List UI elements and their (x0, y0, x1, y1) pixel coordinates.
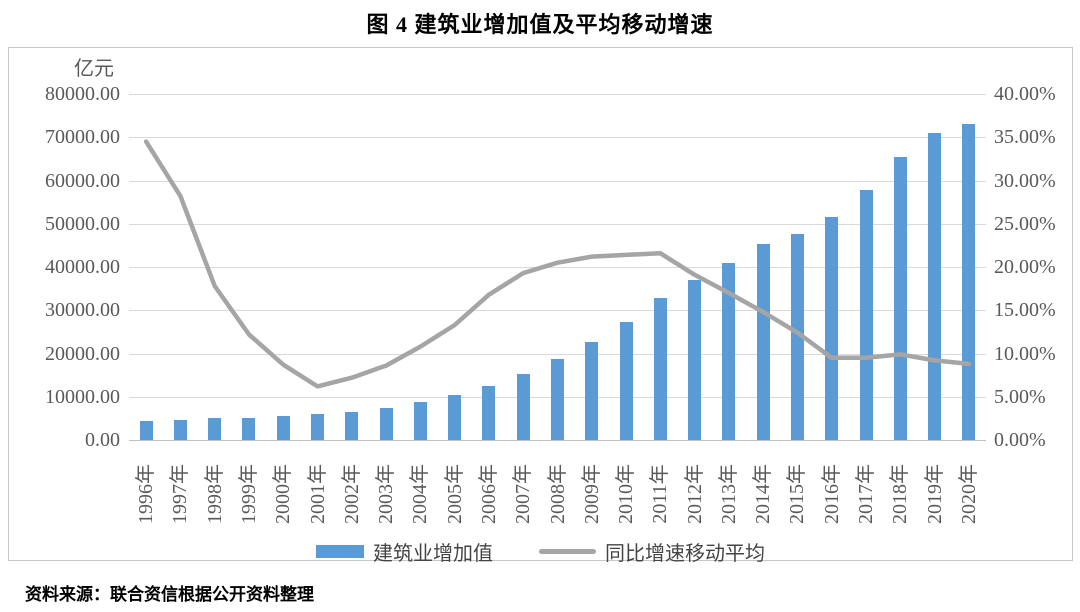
gridline (129, 137, 986, 139)
bar-2002年 (345, 411, 359, 440)
bar-2001年 (311, 414, 325, 440)
x-axis-tick-label: 2002年 (340, 464, 363, 524)
bar-1998年 (208, 418, 222, 440)
x-axis-tick-label: 2019年 (923, 464, 946, 524)
x-axis-tick-label: 2011年 (649, 464, 672, 524)
bar-2008年 (551, 359, 564, 440)
bar-2009年 (585, 341, 599, 440)
gridline (129, 94, 986, 95)
right-axis-tick-label: 20.00% (994, 256, 1056, 278)
x-axis-tick-label: 2003年 (375, 464, 398, 524)
right-axis-tick-label: 5.00% (994, 385, 1046, 408)
x-axis-tick-label: 2007年 (512, 464, 535, 524)
x-axis-tick-label: 1999年 (237, 464, 260, 524)
bar-2017年 (859, 190, 873, 440)
bar-2015年 (790, 234, 804, 440)
chart-area: 亿元 80000.00 70000.00 60000.00 50000.00 40000… (8, 47, 1073, 565)
line-series (143, 139, 972, 389)
x-axis-tick-label: 2016年 (820, 464, 843, 524)
x-axis-tick-label: 2009年 (580, 464, 603, 524)
bar-2012年 (688, 280, 702, 440)
legend-item-line: 同比增速移动平均 (539, 537, 765, 566)
x-axis-tick-label: 2020年 (957, 464, 980, 524)
bar-2016年 (825, 217, 839, 440)
bar-2000年 (276, 416, 290, 440)
x-axis-tick-label: 2004年 (409, 464, 432, 524)
bar-2020年 (962, 124, 976, 440)
left-axis-tick-label: 60000.00 (45, 169, 120, 192)
x-axis-tick-label: 1998年 (203, 464, 226, 524)
bar-2018年 (893, 156, 907, 440)
gridline (129, 267, 986, 268)
bar-1997年 (173, 420, 187, 440)
source-note: 资料来源：联合资信根据公开资料整理 (25, 585, 314, 604)
x-axis-tick-label: 2012年 (683, 464, 706, 524)
bar-2011年 (653, 297, 667, 440)
right-axis-tick-label: 40.00% (994, 83, 1056, 105)
left-axis-tick-label: 40000.00 (45, 256, 120, 278)
bar-2014年 (756, 243, 770, 440)
x-axis-tick-label: 2008年 (546, 464, 569, 524)
legend-bar-label: 建筑业增加值 (373, 543, 493, 565)
bar-2013年 (722, 263, 736, 440)
x-axis-tick-label: 2005年 (443, 464, 466, 524)
left-axis-tick-label: 30000.00 (45, 299, 120, 322)
legend: 建筑业增加值 同比增速移动平均 (9, 537, 1072, 566)
left-axis-tick-label: 0.00 (85, 429, 120, 451)
bar-2006年 (482, 386, 496, 440)
gridline (129, 310, 986, 312)
bar-1996年 (139, 420, 153, 440)
x-axis-tick-label: 1996年 (135, 464, 158, 524)
bar-1999年 (242, 417, 256, 440)
bar-2007年 (516, 373, 530, 440)
x-axis-tick-label: 1997年 (169, 464, 192, 524)
gridline (129, 223, 986, 225)
x-axis-tick-label: 2001年 (306, 464, 329, 524)
line-series-swatch-icon (539, 549, 596, 554)
x-axis-line (129, 440, 986, 441)
gridline (129, 180, 986, 182)
right-axis-tick-label: 15.00% (994, 299, 1056, 322)
bar-2019年 (928, 133, 942, 440)
x-axis-tick-label: 2006年 (477, 464, 500, 524)
bar-2003年 (379, 407, 393, 440)
right-axis-tick-label: 25.00% (994, 212, 1056, 235)
left-axis-tick-label: 20000.00 (45, 342, 120, 365)
legend-line-label: 同比增速移动平均 (605, 543, 765, 565)
gridline (129, 353, 986, 355)
bar-2005年 (448, 395, 462, 440)
bar-2010年 (619, 321, 633, 440)
x-axis-tick-label: 2017年 (855, 464, 878, 524)
right-axis-tick-label: 30.00% (994, 169, 1056, 192)
legend-item-bar: 建筑业增加值 (316, 537, 493, 566)
bar-2004年 (413, 402, 427, 440)
x-axis-tick-label: 2015年 (786, 464, 809, 524)
right-axis-tick-label: 10.00% (994, 342, 1056, 365)
x-axis-tick-label: 2018年 (889, 464, 912, 524)
left-axis-tick-label: 10000.00 (45, 385, 120, 408)
bar-series-swatch-icon (316, 545, 364, 558)
right-axis-tick-label: 0.00% (994, 429, 1046, 451)
x-axis-tick-label: 2013年 (717, 464, 740, 524)
left-axis-tick-label: 80000.00 (45, 83, 120, 105)
x-axis-tick-label: 2014年 (752, 464, 775, 524)
chart-title: 图 4 建筑业增加值及平均移动增速 (366, 12, 714, 37)
left-axis-unit-label: 亿元 (74, 58, 114, 80)
x-axis-tick-label: 2000年 (272, 464, 295, 524)
x-axis-tick-label: 2010年 (615, 464, 638, 524)
left-axis-tick-label: 70000.00 (45, 126, 120, 149)
growth-rate-line (143, 139, 972, 389)
right-axis-tick-label: 35.00% (994, 126, 1056, 149)
left-axis-tick-label: 50000.00 (45, 212, 120, 235)
